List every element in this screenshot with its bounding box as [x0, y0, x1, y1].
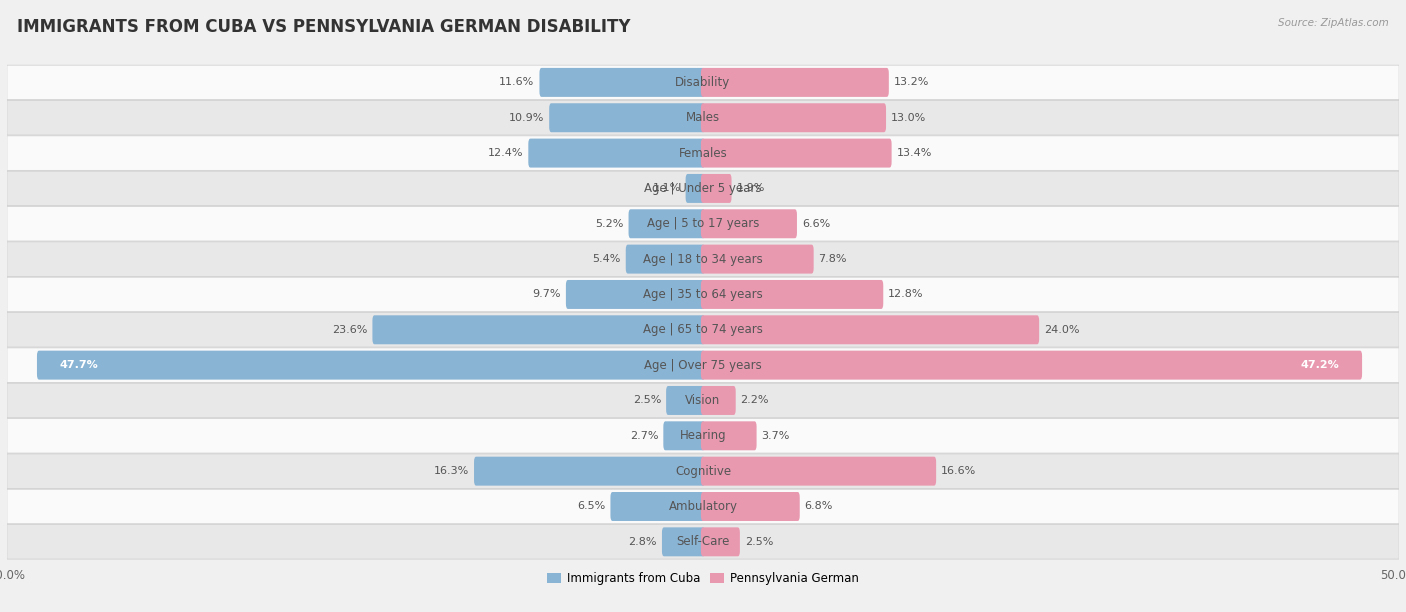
- Text: 23.6%: 23.6%: [332, 325, 367, 335]
- FancyBboxPatch shape: [702, 492, 800, 521]
- FancyBboxPatch shape: [702, 421, 756, 450]
- FancyBboxPatch shape: [702, 138, 891, 168]
- FancyBboxPatch shape: [7, 242, 1399, 277]
- Text: Hearing: Hearing: [679, 429, 727, 442]
- FancyBboxPatch shape: [702, 528, 740, 556]
- FancyBboxPatch shape: [474, 457, 704, 486]
- FancyBboxPatch shape: [7, 277, 1399, 312]
- Text: Cognitive: Cognitive: [675, 465, 731, 477]
- FancyBboxPatch shape: [7, 419, 1399, 453]
- FancyBboxPatch shape: [666, 386, 704, 415]
- Text: 1.9%: 1.9%: [737, 184, 765, 193]
- FancyBboxPatch shape: [7, 524, 1399, 559]
- Text: 13.0%: 13.0%: [891, 113, 927, 123]
- Text: 3.7%: 3.7%: [762, 431, 790, 441]
- Text: 2.7%: 2.7%: [630, 431, 658, 441]
- Text: Ambulatory: Ambulatory: [668, 500, 738, 513]
- Text: Age | 18 to 34 years: Age | 18 to 34 years: [643, 253, 763, 266]
- FancyBboxPatch shape: [7, 313, 1399, 347]
- Text: 24.0%: 24.0%: [1045, 325, 1080, 335]
- FancyBboxPatch shape: [702, 68, 889, 97]
- FancyBboxPatch shape: [628, 209, 704, 238]
- Text: 6.6%: 6.6%: [801, 218, 830, 229]
- FancyBboxPatch shape: [702, 315, 1039, 345]
- FancyBboxPatch shape: [702, 103, 886, 132]
- Text: 16.3%: 16.3%: [434, 466, 470, 476]
- Text: 5.2%: 5.2%: [595, 218, 624, 229]
- Text: 6.5%: 6.5%: [578, 501, 606, 512]
- Text: Source: ZipAtlas.com: Source: ZipAtlas.com: [1278, 18, 1389, 28]
- Text: 13.2%: 13.2%: [894, 77, 929, 88]
- FancyBboxPatch shape: [702, 351, 1362, 379]
- Text: Males: Males: [686, 111, 720, 124]
- FancyBboxPatch shape: [664, 421, 704, 450]
- Text: Females: Females: [679, 147, 727, 160]
- FancyBboxPatch shape: [702, 280, 883, 309]
- Text: Vision: Vision: [685, 394, 721, 407]
- Text: 47.7%: 47.7%: [60, 360, 98, 370]
- FancyBboxPatch shape: [702, 209, 797, 238]
- FancyBboxPatch shape: [550, 103, 704, 132]
- FancyBboxPatch shape: [702, 245, 814, 274]
- FancyBboxPatch shape: [37, 351, 704, 379]
- Text: 2.5%: 2.5%: [633, 395, 661, 406]
- Text: 16.6%: 16.6%: [941, 466, 976, 476]
- FancyBboxPatch shape: [7, 136, 1399, 170]
- FancyBboxPatch shape: [610, 492, 704, 521]
- Text: Age | 35 to 64 years: Age | 35 to 64 years: [643, 288, 763, 301]
- FancyBboxPatch shape: [662, 528, 704, 556]
- FancyBboxPatch shape: [7, 65, 1399, 100]
- FancyBboxPatch shape: [7, 383, 1399, 418]
- Text: Disability: Disability: [675, 76, 731, 89]
- FancyBboxPatch shape: [626, 245, 704, 274]
- FancyBboxPatch shape: [565, 280, 704, 309]
- Text: 12.8%: 12.8%: [889, 289, 924, 299]
- FancyBboxPatch shape: [7, 489, 1399, 524]
- FancyBboxPatch shape: [7, 348, 1399, 382]
- FancyBboxPatch shape: [702, 386, 735, 415]
- Text: Age | Under 5 years: Age | Under 5 years: [644, 182, 762, 195]
- Text: 11.6%: 11.6%: [499, 77, 534, 88]
- FancyBboxPatch shape: [702, 174, 731, 203]
- FancyBboxPatch shape: [529, 138, 704, 168]
- FancyBboxPatch shape: [7, 171, 1399, 206]
- Text: Age | 65 to 74 years: Age | 65 to 74 years: [643, 323, 763, 336]
- Text: 7.8%: 7.8%: [818, 254, 846, 264]
- FancyBboxPatch shape: [540, 68, 704, 97]
- FancyBboxPatch shape: [702, 457, 936, 486]
- Text: Self-Care: Self-Care: [676, 536, 730, 548]
- Text: 10.9%: 10.9%: [509, 113, 544, 123]
- Text: 2.2%: 2.2%: [741, 395, 769, 406]
- FancyBboxPatch shape: [686, 174, 704, 203]
- Legend: Immigrants from Cuba, Pennsylvania German: Immigrants from Cuba, Pennsylvania Germa…: [543, 567, 863, 590]
- Text: 1.1%: 1.1%: [652, 184, 681, 193]
- Text: 47.2%: 47.2%: [1301, 360, 1339, 370]
- Text: Age | Over 75 years: Age | Over 75 years: [644, 359, 762, 371]
- Text: 13.4%: 13.4%: [897, 148, 932, 158]
- Text: 2.8%: 2.8%: [628, 537, 657, 547]
- FancyBboxPatch shape: [7, 206, 1399, 241]
- Text: 6.8%: 6.8%: [804, 501, 832, 512]
- Text: Age | 5 to 17 years: Age | 5 to 17 years: [647, 217, 759, 230]
- FancyBboxPatch shape: [7, 100, 1399, 135]
- Text: 2.5%: 2.5%: [745, 537, 773, 547]
- Text: 12.4%: 12.4%: [488, 148, 523, 158]
- Text: IMMIGRANTS FROM CUBA VS PENNSYLVANIA GERMAN DISABILITY: IMMIGRANTS FROM CUBA VS PENNSYLVANIA GER…: [17, 18, 630, 36]
- FancyBboxPatch shape: [373, 315, 704, 345]
- Text: 9.7%: 9.7%: [533, 289, 561, 299]
- Text: 5.4%: 5.4%: [592, 254, 621, 264]
- FancyBboxPatch shape: [7, 454, 1399, 488]
